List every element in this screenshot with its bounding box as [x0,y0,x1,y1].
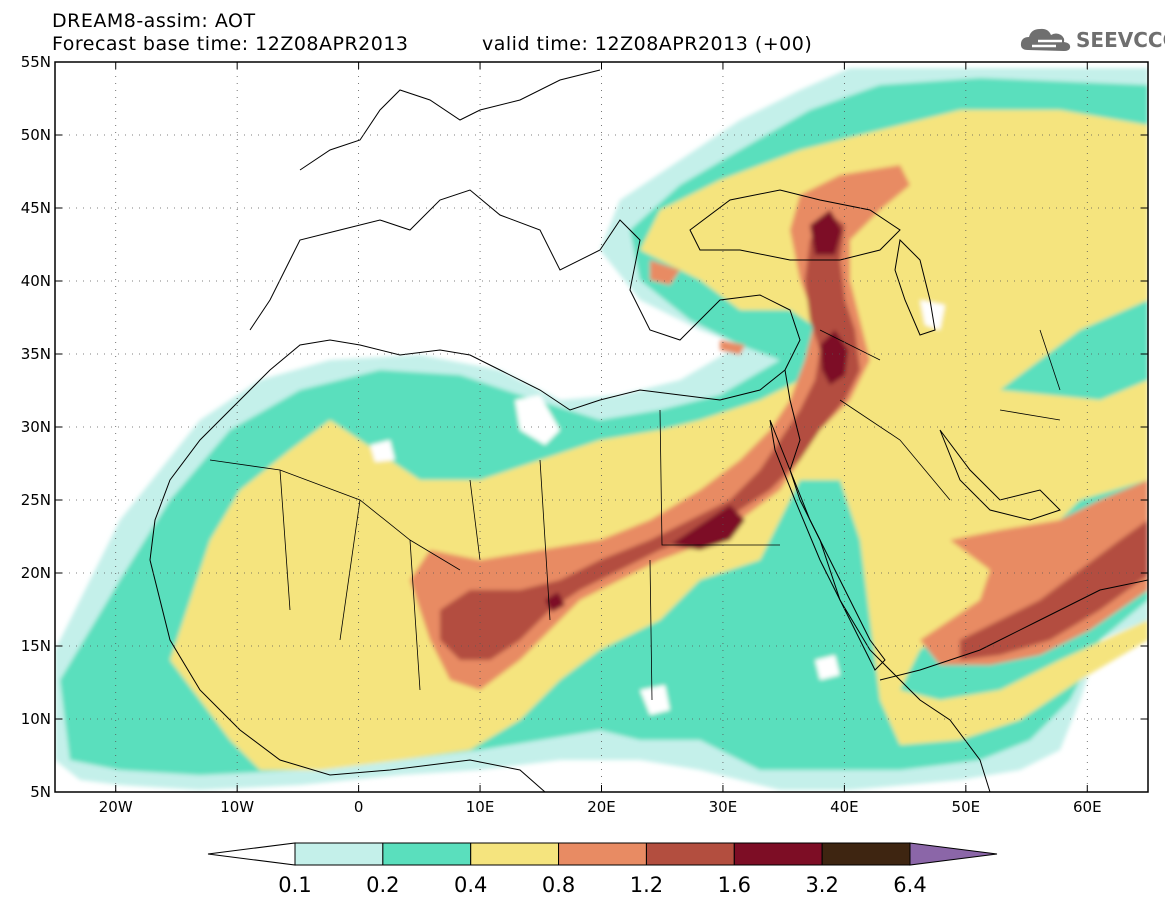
aot-contour-1.6 [545,210,848,612]
lon-tick-label: 10E [466,798,495,816]
lat-tick-label: 50N [21,126,51,144]
longitude-axis: 20W 10W 0 10E 20E 30E 40E 50E 60E [99,62,1102,816]
colorbar: 0.1 0.2 0.4 0.8 1.2 1.6 3.2 6.4 [207,842,998,897]
aot-field [55,62,1148,792]
lon-tick-label: 10W [220,798,254,816]
lon-tick-label: 30E [709,798,738,816]
lon-tick-label: 20W [99,798,133,816]
colorbar-label: 0.2 [366,873,399,897]
coastline-north [299,69,601,171]
colorbar-over-triangle [909,842,998,866]
colorbar-label: 3.2 [805,873,838,897]
coastline-red-sea [769,419,886,671]
coastline-west-africa [149,559,546,792]
colorbar-label: 0.8 [542,873,575,897]
lat-tick-label: 30N [21,418,51,436]
cloud-icon [1020,28,1071,51]
lat-tick-label: 15N [21,637,51,655]
colorbar-box [645,842,735,866]
seevccc-logo: SEEVCCC [1018,24,1165,56]
aot-contour-1.2 [440,215,1148,660]
colorbar-label: 6.4 [893,873,926,897]
colorbar-box [382,842,472,866]
forecast-base-time: Forecast base time: 12Z08APR2013 [52,33,409,55]
colorbar-label: 1.2 [630,873,663,897]
lon-tick-label: 0 [354,798,364,816]
lat-tick-label: 45N [21,199,51,217]
colorbar-label: 0.4 [454,873,487,897]
logo-text: SEEVCCC [1076,28,1165,52]
colorbar-box [733,842,823,866]
lat-tick-label: 35N [21,345,51,363]
colorbar-box [294,842,384,866]
product-title: DREAM8-assim: AOT [52,10,256,32]
coastline-black-sea [689,189,901,261]
lat-tick-label: 40N [21,272,51,290]
aot-contour-0.8 [410,165,1148,690]
colorbar-label: 0.1 [278,873,311,897]
coastline-arabia [879,579,1148,681]
lat-tick-label: 55N [21,53,51,71]
coastline-persian-gulf [939,429,1061,521]
colorbar-box [558,842,647,866]
lat-tick-label: 25N [21,491,51,509]
lat-tick-label: 20N [21,564,51,582]
lon-tick-label: 50E [952,798,981,816]
lon-tick-label: 20E [587,798,616,816]
graticule [55,62,1148,792]
colorbar-under-triangle [207,842,296,866]
lat-tick-label: 10N [21,710,51,728]
lat-tick-label: 5N [30,783,51,801]
lon-tick-label: 60E [1073,798,1102,816]
colorbar-box [821,842,911,866]
coastline-africa [149,339,991,792]
valid-time: valid time: 12Z08APR2013 (+00) [482,33,813,55]
lon-tick-label: 40E [830,798,859,816]
border-lines [209,329,1061,701]
coastlines [149,69,1148,792]
colorbar-box [470,842,560,866]
coastline-europe [249,189,801,371]
colorbar-label: 1.6 [718,873,751,897]
latitude-axis: 55N 50N 45N 40N 35N 30N 25N 20N 15N 10N 5N [21,53,1148,801]
coastline-caspian [894,238,936,336]
